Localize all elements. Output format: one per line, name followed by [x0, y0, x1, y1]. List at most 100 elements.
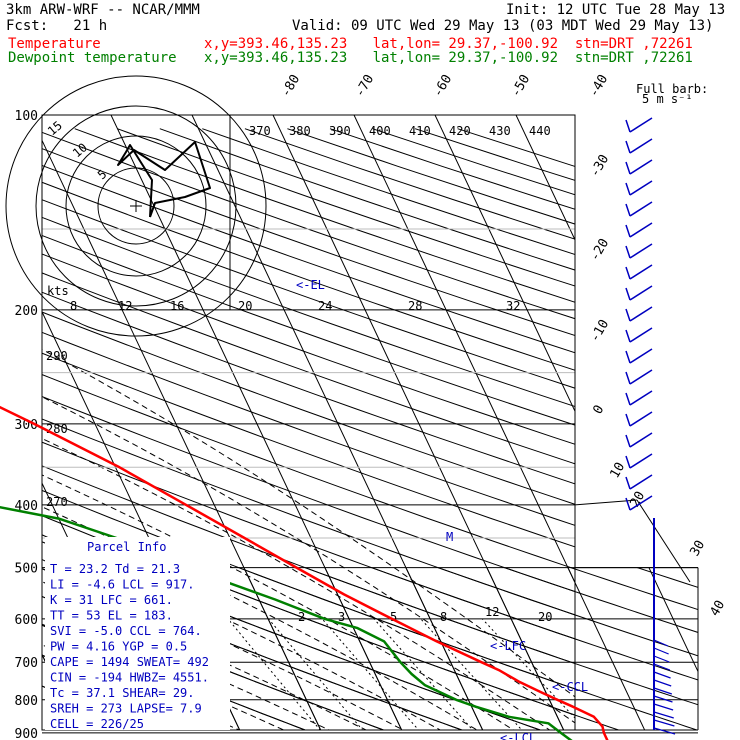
hodograph-ring [35, 105, 237, 307]
extension-outline [636, 499, 691, 583]
dry-adiabat-line [42, 331, 575, 526]
parcel-info-title: Parcel Info [87, 540, 166, 554]
theta-e-label: 32 [506, 299, 520, 313]
pressure-label: 700 [15, 656, 38, 671]
mixing-ratio-line [268, 618, 364, 730]
wind-barb [629, 474, 653, 490]
mixing-ratio-label: 12 [485, 605, 499, 619]
dry-adiabat-line [570, 567, 698, 611]
theta-label: 410 [409, 124, 431, 138]
wind-barb [629, 453, 653, 469]
wind-barb [625, 119, 631, 133]
parcel-info-row: LI = -4.6 LCL = 917. [50, 578, 195, 592]
isotherm-line [324, 567, 403, 730]
dry-adiabat-line [304, 567, 698, 706]
mixing-ratio-label: 8 [440, 610, 447, 624]
wind-barb [653, 663, 671, 671]
wind-barb [629, 222, 653, 238]
dry-adiabat-line [637, 567, 698, 588]
wind-barb [629, 138, 653, 154]
theta-label: 390 [329, 124, 351, 138]
theta-label: 290 [46, 349, 68, 363]
parcel-info-row: T = 23.2 Td = 21.3 [50, 562, 180, 576]
wind-barb [653, 655, 670, 663]
isotherm-label: -20 [587, 236, 612, 264]
wind-barb [625, 350, 631, 364]
hodograph-ring-label: 5 [95, 167, 110, 182]
pressure-label: 600 [15, 613, 38, 628]
wind-barb [653, 671, 671, 679]
parcel-info-row: TT = 53 EL = 183. [50, 609, 173, 623]
isotherm-line [353, 115, 575, 584]
isotherm-line [243, 567, 322, 730]
theta-label: 430 [489, 124, 511, 138]
isotherm-label: -30 [587, 152, 612, 180]
hodograph-ring-label: 15 [45, 118, 65, 138]
wind-barb [625, 329, 631, 343]
location-info-temperature: x,y=393.46,135.23 lat,lon= 29.37,-100.92… [204, 36, 693, 52]
wind-barb [653, 711, 674, 719]
mixing-ratio-line [481, 618, 575, 719]
hodograph-ring [97, 167, 175, 245]
level-marker-lfc: <-LFC [490, 639, 526, 653]
wind-barb [653, 679, 672, 687]
isotherm-line [434, 115, 575, 413]
wind-barb [625, 476, 631, 490]
dry-adiabat-line [504, 567, 698, 633]
wind-barb [629, 369, 653, 385]
level-marker-ccl: <-CCL [552, 680, 588, 694]
isotherm-line [486, 567, 565, 730]
theta-label: 400 [369, 124, 391, 138]
level-marker-m: M [446, 530, 453, 544]
model-title: 3km ARW-WRF -- NCAR/MMM [6, 2, 200, 18]
pressure-label: 800 [15, 694, 38, 709]
moist-adiabat-line [42, 396, 575, 724]
dewpoint-trace [0, 505, 573, 740]
theta-e-label: 16 [170, 299, 184, 313]
hodograph-ring-label: 10 [70, 140, 90, 160]
dry-adiabat-line [329, 128, 575, 210]
theta-e-label: 24 [318, 299, 332, 313]
theta-label: 280 [46, 422, 68, 436]
wind-barb [625, 434, 631, 448]
parcel-info-row: SREH = 273 LAPSE= 7.9 [50, 702, 202, 716]
wind-barb [625, 140, 631, 154]
wind-barb [625, 455, 631, 469]
parcel-info-row: CIN = -194 HWBZ= 4551. [50, 671, 209, 685]
wind-barb [625, 182, 631, 196]
wind-barb [625, 161, 631, 175]
parcel-info-background [45, 537, 230, 730]
pressure-label: 100 [15, 109, 38, 124]
parcel-info-box: Parcel Info T = 23.2 Td = 21.3 LI = -4.6 L… [45, 537, 230, 731]
wind-barb [629, 201, 653, 217]
pressure-label: 500 [15, 562, 38, 577]
isotherm-label: -80 [278, 72, 303, 100]
mixing-ratio-line [227, 618, 321, 730]
isotherm-label: 10 [607, 460, 628, 481]
forecast-hour: Fcst: 21 h [6, 18, 108, 34]
legend-dewpoint: Dewpoint temperature [8, 50, 177, 66]
theta-label: 270 [46, 495, 68, 509]
isotherm-label: -70 [352, 72, 377, 100]
isotherm-line [567, 567, 646, 730]
isotherm-line [272, 115, 565, 730]
wind-barb [629, 348, 653, 364]
wind-barb [653, 695, 673, 703]
wind-barbs: Full barb:5 m s⁻¹ [625, 82, 708, 735]
theta-label: 370 [249, 124, 271, 138]
mixing-ratio-label: 3 [338, 610, 345, 624]
wind-barb [653, 727, 676, 735]
mixing-ratio-label: 2 [298, 610, 305, 624]
wind-barb [653, 647, 669, 655]
wind-barb [625, 392, 631, 406]
wind-barb [629, 390, 653, 406]
hodograph-trace [117, 141, 211, 218]
wind-barb [625, 497, 631, 511]
isotherm-label: 20 [627, 489, 648, 510]
dry-adiabat-line [172, 567, 621, 730]
wind-barb [629, 264, 653, 280]
barb-legend: 5 m s⁻¹ [642, 92, 693, 106]
wind-barb [629, 495, 653, 511]
isotherm-line [405, 567, 484, 730]
mixing-ratio-label: 20 [538, 610, 552, 624]
